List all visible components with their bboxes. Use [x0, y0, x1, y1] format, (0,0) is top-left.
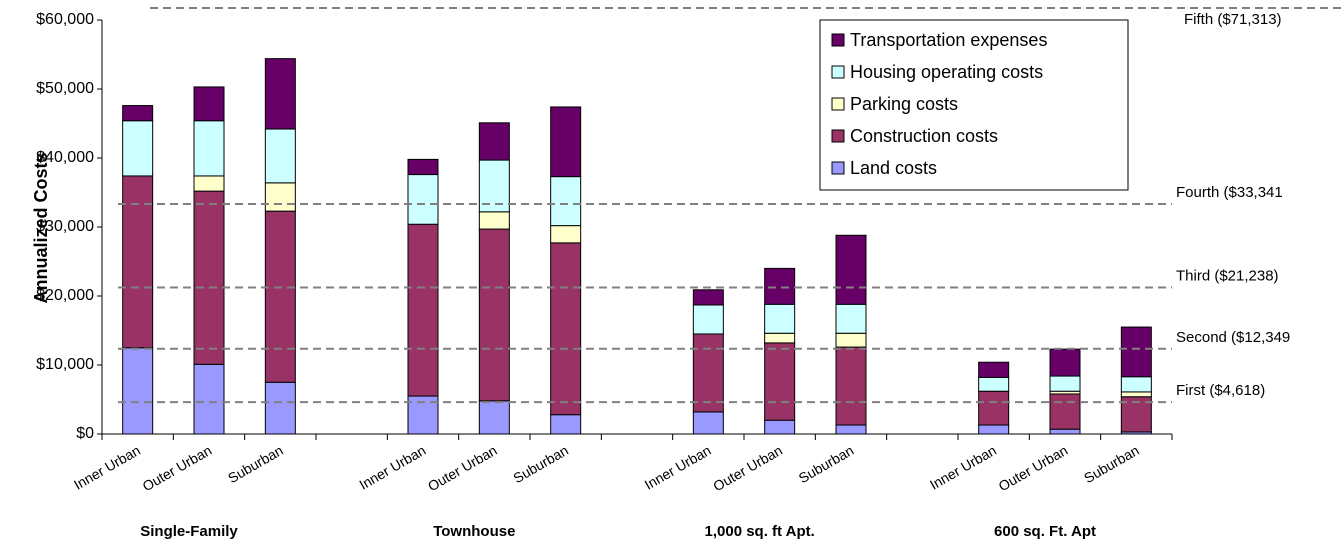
bar-segment — [835, 234, 867, 305]
bar-segment — [193, 363, 225, 435]
x-tick-label: Suburban — [796, 442, 857, 486]
bar-segment — [193, 175, 225, 192]
x-tick-label: Inner Urban — [356, 442, 428, 493]
x-tick-label: Suburban — [1081, 442, 1142, 486]
bar-segment — [978, 376, 1010, 392]
bar-segment — [264, 381, 296, 435]
legend-swatch — [831, 65, 845, 79]
bar-segment — [764, 332, 796, 344]
legend-swatch — [831, 129, 845, 143]
group-label: Single-Family — [140, 523, 238, 540]
bar-segment — [835, 303, 867, 334]
legend-label: Parking costs — [850, 94, 958, 114]
reference-label: Second ($12,349 — [1176, 329, 1290, 346]
bar-segment — [478, 122, 510, 161]
bar-segment — [264, 210, 296, 383]
x-tick-label: Outer Urban — [140, 442, 215, 494]
bar-segment — [122, 347, 154, 435]
x-tick-label: Outer Urban — [425, 442, 500, 494]
reference-label: Fourth ($33,341 — [1176, 184, 1283, 201]
y-tick-label: $30,000 — [36, 218, 94, 235]
legend: Transportation expenses Housing operating… — [819, 19, 1129, 191]
x-tick-label: Outer Urban — [710, 442, 785, 494]
bar-segment — [835, 346, 867, 426]
group-label: 600 sq. Ft. Apt — [994, 523, 1096, 540]
legend-swatch — [831, 161, 845, 175]
bar-segment — [478, 228, 510, 402]
reference-label: Third ($21,238) — [1176, 267, 1279, 284]
bar-segment — [835, 424, 867, 435]
bar-segment — [692, 304, 724, 335]
y-tick-label: $50,000 — [36, 80, 94, 97]
legend-swatch — [831, 33, 845, 47]
x-tick-label: Suburban — [225, 442, 286, 486]
legend-swatch — [831, 97, 845, 111]
bar-segment — [978, 390, 1010, 426]
bar-segment — [692, 289, 724, 306]
bar-segment — [835, 332, 867, 348]
bar-segment — [264, 128, 296, 184]
bar-segment — [407, 158, 439, 176]
y-tick-label: $20,000 — [36, 287, 94, 304]
bar-segment — [193, 86, 225, 122]
bar-segment — [1049, 375, 1081, 392]
bar-segment — [764, 419, 796, 435]
bar-segment — [1049, 393, 1081, 430]
group-label: Townhouse — [433, 523, 515, 540]
bar-segment — [550, 176, 582, 227]
bar-segment — [193, 120, 225, 177]
reference-label: First ($4,618) — [1176, 382, 1265, 399]
legend-label: Land costs — [850, 158, 937, 178]
bar-segment — [692, 333, 724, 413]
y-tick-label: $60,000 — [36, 11, 94, 28]
bar-segment — [764, 267, 796, 305]
bar-segment — [478, 211, 510, 230]
x-tick-label: Inner Urban — [642, 442, 714, 493]
bar-segment — [1120, 391, 1152, 398]
x-tick-label: Inner Urban — [927, 442, 999, 493]
bar-segment — [764, 342, 796, 421]
bar-segment — [264, 182, 296, 212]
bar-segment — [407, 174, 439, 225]
legend-label: Housing operating costs — [850, 62, 1043, 82]
bar-segment — [407, 223, 439, 397]
group-label: 1,000 sq. ft Apt. — [705, 523, 815, 540]
bar-segment — [264, 58, 296, 130]
y-tick-label: $40,000 — [36, 149, 94, 166]
bar-segment — [550, 225, 582, 244]
bar-segment — [1120, 376, 1152, 393]
bar-segment — [1120, 326, 1152, 378]
bar-segment — [1049, 348, 1081, 377]
bar-segment — [692, 411, 724, 435]
reference-label: Fifth ($71,313) — [1184, 11, 1282, 28]
x-tick-label: Suburban — [510, 442, 571, 486]
bar-segment — [550, 242, 582, 416]
bar-segment — [978, 361, 1010, 378]
bar-segment — [122, 175, 154, 349]
x-tick-label: Outer Urban — [996, 442, 1071, 494]
legend-box — [819, 19, 1129, 191]
bar-segment — [122, 120, 154, 177]
bar-segment — [478, 400, 510, 435]
bar-segment — [550, 414, 582, 435]
y-tick-label: $10,000 — [36, 356, 94, 373]
legend-label: Transportation expenses — [850, 30, 1047, 50]
y-axis-title: Annualized Costs — [31, 152, 51, 303]
bar-segment — [764, 303, 796, 334]
legend-label: Construction costs — [850, 126, 998, 146]
bar-segment — [193, 190, 225, 365]
x-tick-label: Inner Urban — [71, 442, 143, 493]
bar-segment — [122, 105, 154, 122]
y-tick-label: $0 — [76, 425, 94, 442]
bar-segment — [978, 424, 1010, 435]
bar-segment — [550, 106, 582, 178]
bar-segment — [1049, 428, 1081, 435]
